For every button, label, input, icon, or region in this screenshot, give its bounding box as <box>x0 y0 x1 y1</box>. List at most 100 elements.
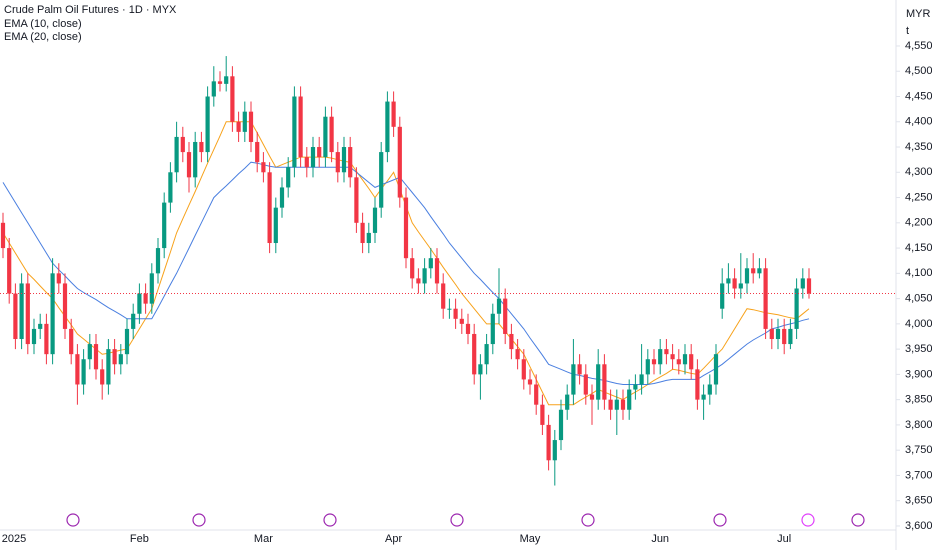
event-icon[interactable] <box>66 513 80 527</box>
candle-body <box>472 333 477 375</box>
candle-body <box>292 96 297 168</box>
candle-body <box>434 258 440 284</box>
candle-body <box>323 116 328 158</box>
candle-body <box>546 424 551 461</box>
candle-body <box>7 248 12 294</box>
event-icon[interactable] <box>192 513 206 527</box>
candle-body <box>162 202 167 249</box>
candle-body <box>397 126 402 198</box>
candle-body <box>261 162 266 173</box>
y-tick-label: 4,400 <box>905 116 932 128</box>
candle-body <box>0 222 6 249</box>
candle-body <box>651 359 657 365</box>
y-tick-label: 3,800 <box>905 419 932 431</box>
candle-body <box>354 177 359 223</box>
legend: Crude Palm Oil Futures · 1D · MYX EMA (1… <box>4 4 177 43</box>
candle-body <box>664 349 669 355</box>
candle-body <box>422 268 427 284</box>
candle-body <box>13 293 18 340</box>
event-icons <box>66 513 865 527</box>
candle-body <box>93 344 99 370</box>
candle-body <box>391 101 396 127</box>
y-tick-label: 4,500 <box>905 65 932 77</box>
x-tick-label: May <box>520 533 541 545</box>
candle-body <box>589 394 595 400</box>
candle-body <box>633 384 638 390</box>
candle-body <box>279 187 285 208</box>
candle-body <box>478 364 483 375</box>
candle-body <box>25 283 30 345</box>
candle-body <box>62 283 68 329</box>
candle-body <box>217 81 223 84</box>
candle-body <box>720 283 725 309</box>
candle-body <box>230 76 235 122</box>
candle-body <box>769 328 774 340</box>
y-tick-label: 3,700 <box>905 469 932 481</box>
candle-body <box>329 116 334 153</box>
candle-body <box>428 258 433 269</box>
event-icon[interactable] <box>323 513 337 527</box>
candle-body <box>689 354 694 370</box>
candle-body <box>267 172 272 244</box>
candle-body <box>50 273 55 355</box>
candle-body <box>527 379 533 385</box>
candle-body <box>403 197 409 259</box>
candle-body <box>131 313 136 329</box>
candle-body <box>286 167 291 188</box>
candle-body <box>726 278 731 284</box>
candle-body <box>360 222 365 244</box>
candle-body <box>459 318 464 324</box>
candle-body <box>106 349 111 385</box>
x-tick-label: Mar <box>254 533 273 545</box>
y-axis-label: MYR <box>906 8 931 20</box>
legend-entry: EMA (10, close) <box>4 18 82 30</box>
candle-body <box>757 268 762 274</box>
candle-body <box>614 399 619 410</box>
candle-body <box>806 278 812 294</box>
candle-body <box>366 232 371 244</box>
candle-body <box>236 121 241 132</box>
candle-body <box>255 141 260 163</box>
y-tick-label: 4,350 <box>905 141 932 153</box>
candle-body <box>701 394 706 400</box>
y-tick-label: 4,100 <box>905 267 932 279</box>
y-tick-label: 3,900 <box>905 368 932 380</box>
candle-body <box>118 354 123 365</box>
candle-body <box>596 364 601 400</box>
candle-body <box>453 308 458 319</box>
candle-body <box>81 359 86 385</box>
candle-body <box>583 374 588 395</box>
candle-body <box>732 278 737 289</box>
candle-body <box>639 374 644 385</box>
candle-body <box>385 101 390 153</box>
candle-body <box>682 354 688 365</box>
candle-body <box>620 399 626 410</box>
event-icon[interactable] <box>851 513 865 527</box>
y-tick-label: 4,050 <box>905 293 932 305</box>
candle-body <box>410 258 415 279</box>
event-icon[interactable] <box>801 513 815 527</box>
candle-body <box>515 349 520 360</box>
y-axis-sublabel: t <box>906 25 909 37</box>
y-tick-label: 4,550 <box>905 40 932 52</box>
candle-body <box>509 333 514 350</box>
y-tick-label: 3,950 <box>905 343 932 355</box>
candle-body <box>174 136 179 173</box>
candle-body <box>44 323 49 355</box>
candle-body <box>676 359 681 365</box>
candle-body <box>496 298 502 314</box>
candle-body <box>521 359 526 380</box>
event-icon[interactable] <box>450 513 464 527</box>
candle-body <box>168 172 173 203</box>
event-icon[interactable] <box>713 513 727 527</box>
x-tick-label: Jul <box>777 533 791 545</box>
candle-body <box>738 283 743 289</box>
candle-body <box>645 359 650 375</box>
y-tick-label: 4,150 <box>905 242 932 254</box>
event-icon[interactable] <box>581 513 595 527</box>
candle-body <box>372 207 378 233</box>
candle-body <box>19 283 24 340</box>
candle-body <box>304 157 309 168</box>
